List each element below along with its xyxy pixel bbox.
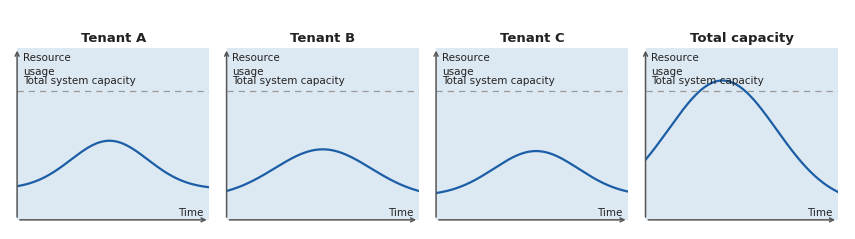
Title: Tenant C: Tenant C: [500, 32, 564, 45]
Text: Total system capacity: Total system capacity: [233, 76, 345, 86]
Title: Total capacity: Total capacity: [690, 32, 793, 45]
Text: Time: Time: [179, 208, 203, 218]
Title: Tenant B: Tenant B: [290, 32, 356, 45]
Text: Resource: Resource: [652, 53, 699, 63]
Text: Time: Time: [388, 208, 413, 218]
Title: Tenant A: Tenant A: [80, 32, 146, 45]
Text: Resource: Resource: [23, 53, 71, 63]
Text: Resource: Resource: [442, 53, 490, 63]
Text: usage: usage: [442, 67, 474, 77]
Text: Total system capacity: Total system capacity: [442, 76, 555, 86]
Text: Total system capacity: Total system capacity: [23, 76, 136, 86]
Text: usage: usage: [233, 67, 264, 77]
Text: Time: Time: [598, 208, 622, 218]
Text: Total system capacity: Total system capacity: [652, 76, 764, 86]
Text: Resource: Resource: [233, 53, 280, 63]
Text: usage: usage: [23, 67, 55, 77]
Text: usage: usage: [652, 67, 683, 77]
Text: Time: Time: [807, 208, 832, 218]
